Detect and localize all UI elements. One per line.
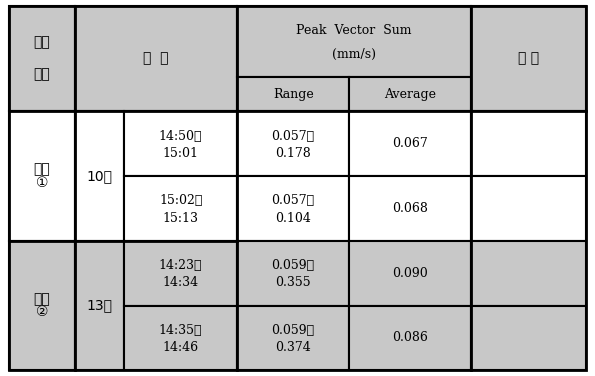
Text: 0.355: 0.355 (275, 276, 311, 290)
Text: 0.090: 0.090 (392, 267, 428, 280)
Text: 0.374: 0.374 (275, 341, 311, 354)
Bar (237, 306, 349, 370)
Bar (471, 241, 586, 306)
Text: Average: Average (384, 88, 436, 101)
Text: 15:01: 15:01 (162, 147, 199, 160)
Text: 0.067: 0.067 (392, 137, 428, 150)
Bar (76, 6, 237, 111)
Text: Range: Range (273, 88, 314, 101)
Bar (76, 111, 124, 241)
Bar (349, 111, 471, 176)
Text: 14:35～: 14:35～ (159, 324, 202, 337)
Bar (9, 111, 76, 241)
Text: 0.068: 0.068 (392, 202, 428, 215)
Text: 10월: 10월 (87, 169, 113, 183)
Text: 일  시: 일 시 (143, 52, 169, 65)
Text: Peak  Vector  Sum: Peak Vector Sum (296, 24, 412, 37)
Text: 비 고: 비 고 (518, 52, 539, 65)
Text: 0.104: 0.104 (275, 212, 311, 225)
Bar (471, 176, 586, 241)
Bar (9, 6, 76, 111)
Bar (237, 241, 349, 306)
Text: 0.057～: 0.057～ (271, 194, 315, 207)
Bar (237, 111, 349, 176)
Bar (124, 176, 237, 241)
Text: 위치: 위치 (34, 67, 51, 81)
Bar (124, 111, 237, 176)
Text: 14:23～: 14:23～ (159, 259, 202, 272)
Text: 0.086: 0.086 (392, 332, 428, 344)
Text: 14:46: 14:46 (162, 341, 199, 354)
Bar (471, 306, 586, 370)
Bar (237, 6, 471, 77)
Bar (124, 306, 237, 370)
Text: 15:13: 15:13 (162, 212, 199, 225)
Bar (124, 241, 237, 306)
Text: 위치: 위치 (34, 163, 51, 177)
Text: ①: ① (36, 176, 48, 190)
Bar (76, 241, 124, 370)
Bar (349, 77, 471, 111)
Text: 15:02～: 15:02～ (159, 194, 202, 207)
Bar (471, 111, 586, 176)
Text: 0.178: 0.178 (275, 147, 311, 160)
Text: 위치: 위치 (34, 292, 51, 306)
Text: 14:50～: 14:50～ (159, 129, 202, 143)
Text: 측정: 측정 (34, 36, 51, 50)
Bar (349, 176, 471, 241)
Text: 0.057～: 0.057～ (271, 129, 315, 143)
Text: 13일: 13일 (87, 299, 113, 312)
Text: 0.059～: 0.059～ (271, 324, 315, 337)
Bar (237, 77, 349, 111)
Bar (237, 176, 349, 241)
Bar (471, 6, 586, 111)
Bar (9, 241, 76, 370)
Text: 14:34: 14:34 (162, 276, 199, 290)
Text: ②: ② (36, 305, 48, 319)
Text: (mm/s): (mm/s) (332, 47, 376, 61)
Text: 0.059～: 0.059～ (271, 259, 315, 272)
Bar (349, 241, 471, 306)
Bar (349, 306, 471, 370)
